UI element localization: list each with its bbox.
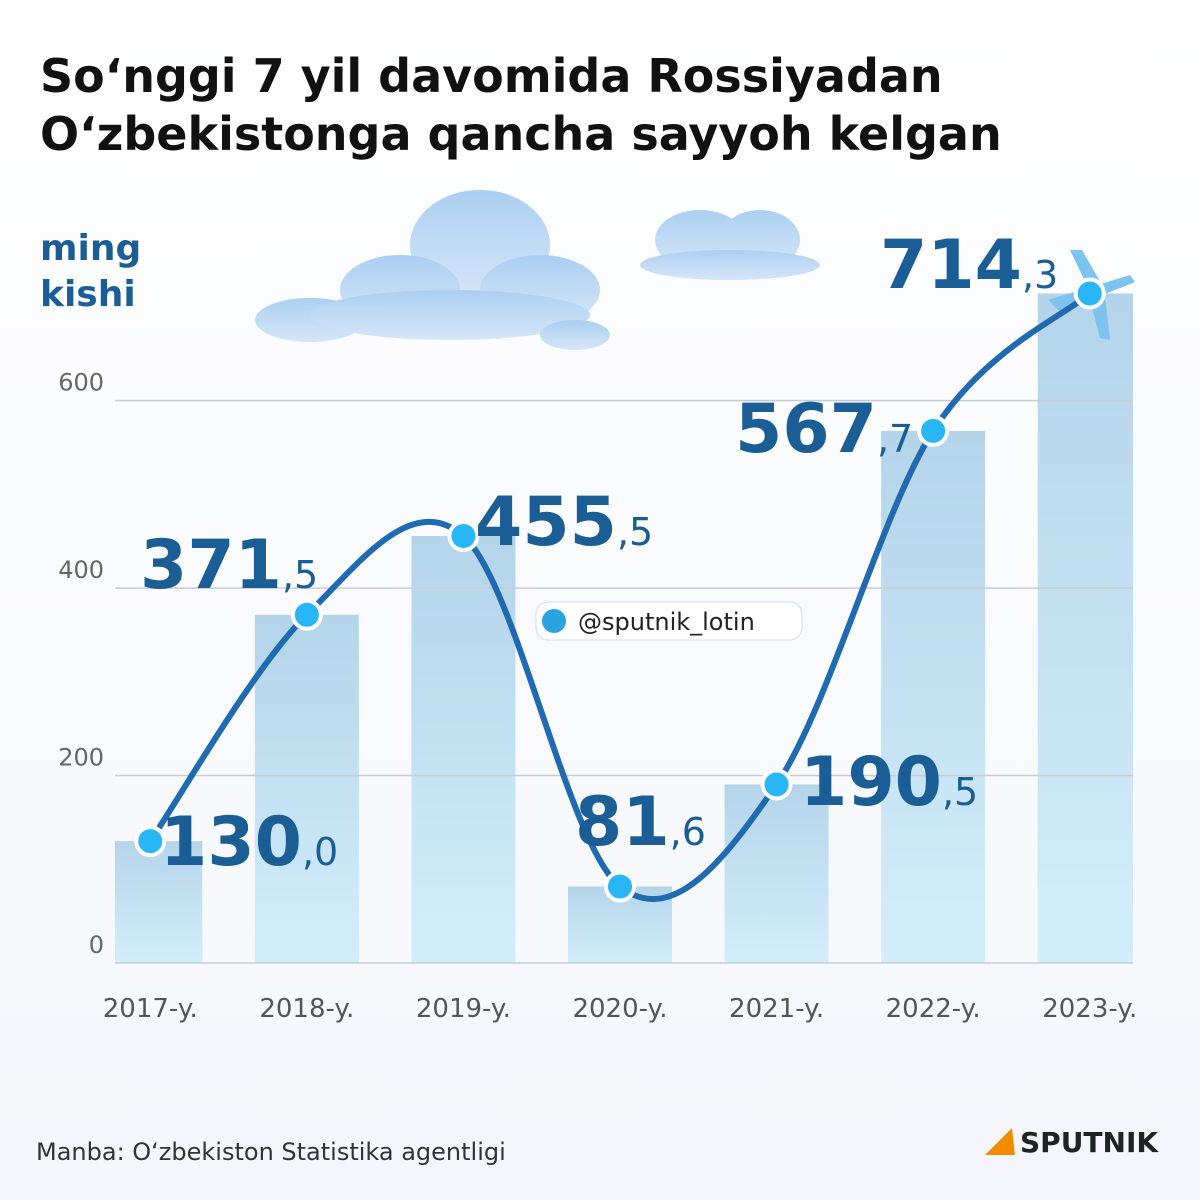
telegram-icon [542, 609, 566, 633]
value-label: 81,6 [575, 783, 706, 862]
title-line: O‘zbekistonga qancha sayyoh kelgan [40, 107, 1002, 161]
bar [254, 614, 359, 963]
watermark: @sputnik_lotin [535, 601, 803, 641]
point [917, 414, 950, 447]
watermark-text: @sputnik_lotin [578, 608, 755, 636]
y-tick-label: 600 [58, 369, 104, 397]
bar [1037, 293, 1133, 964]
clouds [255, 190, 820, 350]
point [604, 870, 636, 903]
y-tick-label: 400 [58, 556, 104, 584]
x-tick-label: 2020-y. [572, 994, 667, 1024]
y-tick-label: 0 [89, 931, 104, 959]
x-tick-label: 2022-y. [886, 994, 981, 1024]
x-tick-label: 2023-y. [1042, 994, 1137, 1024]
point [760, 768, 793, 801]
x-tick-label: 2021-y. [729, 994, 824, 1024]
point [290, 598, 323, 631]
point [447, 520, 480, 553]
x-tick-label: 2018-y. [259, 994, 354, 1024]
value-label: 455,5 [475, 483, 653, 562]
logo-mark [985, 1128, 1015, 1155]
watermark-box [535, 601, 803, 641]
bar [115, 841, 203, 963]
bar [411, 536, 516, 963]
logo: SPUTNIK [1020, 1126, 1159, 1159]
bar [881, 430, 986, 963]
x-tick-label: 2019-y. [416, 994, 511, 1024]
source: Manba: O‘zbekiston Statistika agentligi [36, 1138, 506, 1166]
y-axis-label: kishi [40, 274, 136, 315]
value-label: 567,7 [735, 390, 913, 469]
y-axis-label: ming [40, 228, 141, 269]
title-line: So‘nggi 7 yil davomida Rossiyadan [40, 49, 943, 103]
point [134, 825, 167, 858]
x-tick-label: 2017-y. [103, 994, 198, 1024]
value-label: 130,0 [160, 803, 338, 882]
value-label: 714,3 [880, 226, 1058, 305]
value-label: 190,5 [800, 743, 978, 822]
bar [724, 784, 829, 963]
value-label: 371,5 [140, 526, 318, 605]
point [1073, 277, 1106, 310]
y-tick-label: 200 [58, 744, 104, 772]
